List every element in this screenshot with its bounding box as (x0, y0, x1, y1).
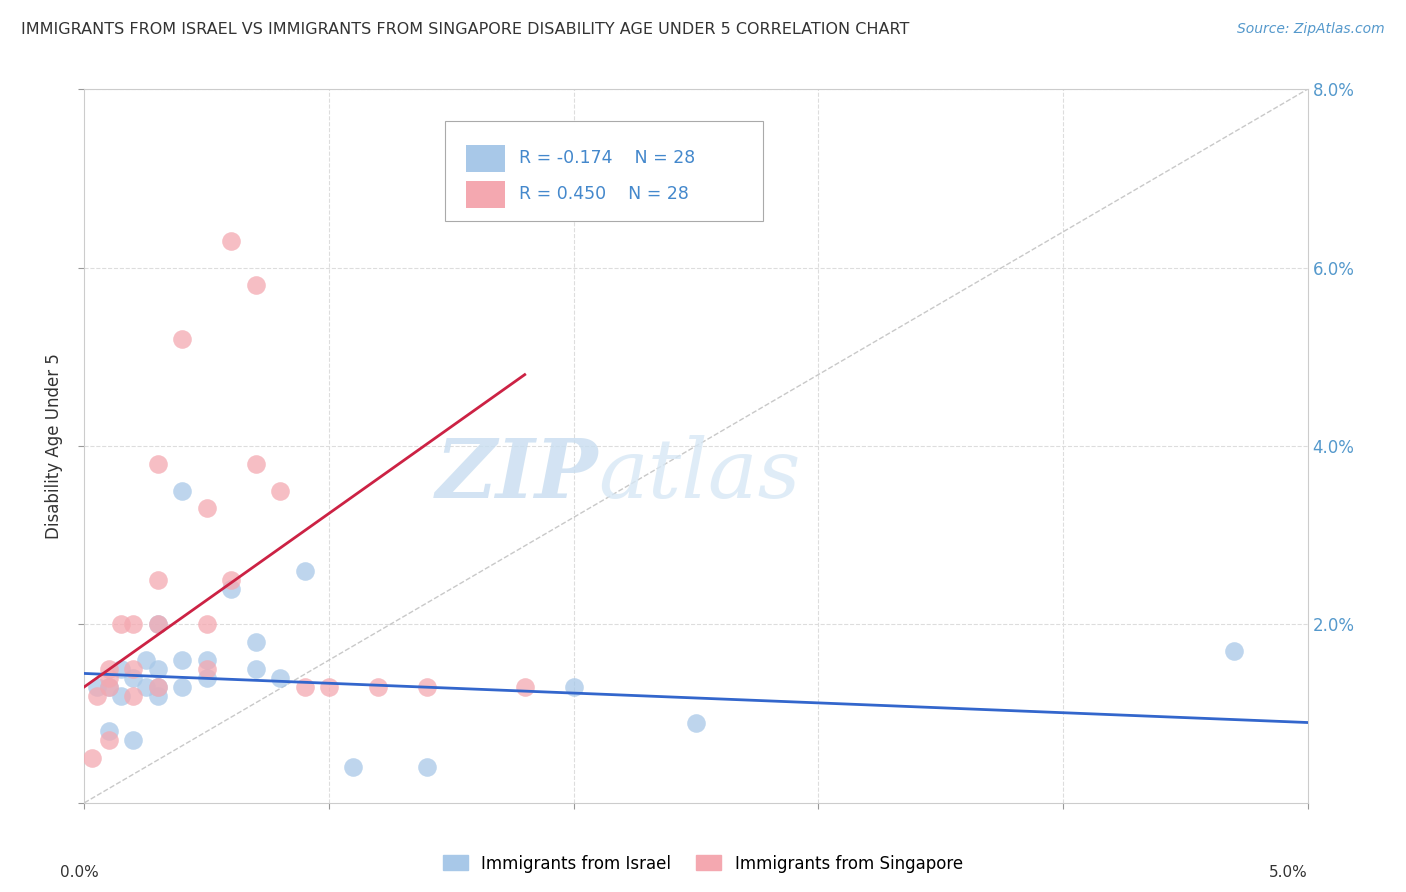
Point (416, 680, 439, 694)
Text: atlas: atlas (598, 434, 800, 515)
Point (97, 662, 120, 676)
Point (172, 483, 194, 498)
Point (135, 680, 157, 694)
Point (318, 680, 340, 694)
Point (172, 332, 194, 346)
Y-axis label: Disability Age Under 5: Disability Age Under 5 (45, 353, 63, 539)
Point (195, 671, 218, 685)
Point (122, 662, 145, 676)
Point (135, 653, 157, 667)
Point (97, 733, 120, 747)
Text: IMMIGRANTS FROM ISRAEL VS IMMIGRANTS FROM SINGAPORE DISABILITY AGE UNDER 5 CORRE: IMMIGRANTS FROM ISRAEL VS IMMIGRANTS FRO… (21, 22, 910, 37)
Point (1223, 644, 1246, 658)
Point (245, 662, 267, 676)
Point (86, 689, 108, 703)
Text: ZIP: ZIP (436, 434, 598, 515)
Point (367, 680, 389, 694)
Point (294, 564, 316, 578)
Point (146, 617, 169, 632)
Point (86, 680, 108, 694)
Text: Source: ZipAtlas.com: Source: ZipAtlas.com (1237, 22, 1385, 37)
Point (146, 680, 169, 694)
Point (122, 689, 145, 703)
Point (146, 617, 169, 632)
Point (219, 582, 242, 596)
Point (562, 680, 585, 694)
Text: R = 0.450    N = 28: R = 0.450 N = 28 (519, 186, 689, 203)
Point (146, 680, 169, 694)
Point (685, 715, 707, 730)
Point (219, 234, 242, 248)
Point (342, 760, 364, 774)
Point (97, 724, 120, 739)
Point (195, 617, 218, 632)
Point (97, 680, 120, 694)
Point (122, 671, 145, 685)
Legend: Immigrants from Israel, Immigrants from Singapore: Immigrants from Israel, Immigrants from … (436, 848, 970, 880)
Point (110, 662, 132, 676)
Point (245, 635, 267, 649)
Point (97, 671, 120, 685)
Point (294, 680, 316, 694)
Text: R = -0.174    N = 28: R = -0.174 N = 28 (519, 150, 695, 168)
Point (172, 653, 194, 667)
Point (146, 573, 169, 587)
Point (122, 733, 145, 747)
Text: 5.0%: 5.0% (1268, 865, 1308, 880)
Point (146, 457, 169, 471)
Text: 0.0%: 0.0% (60, 865, 98, 880)
FancyBboxPatch shape (465, 180, 505, 208)
Point (245, 457, 267, 471)
Point (110, 689, 132, 703)
Point (110, 617, 132, 632)
Point (513, 680, 536, 694)
Point (97, 680, 120, 694)
FancyBboxPatch shape (465, 145, 505, 172)
Point (416, 760, 439, 774)
Point (269, 483, 291, 498)
Point (269, 671, 291, 685)
Point (146, 662, 169, 676)
Point (219, 573, 242, 587)
FancyBboxPatch shape (446, 121, 763, 221)
Point (195, 653, 218, 667)
Point (195, 501, 218, 516)
Point (122, 617, 145, 632)
Point (195, 662, 218, 676)
Point (245, 278, 267, 293)
Point (146, 689, 169, 703)
Point (80, 751, 103, 765)
Point (172, 680, 194, 694)
